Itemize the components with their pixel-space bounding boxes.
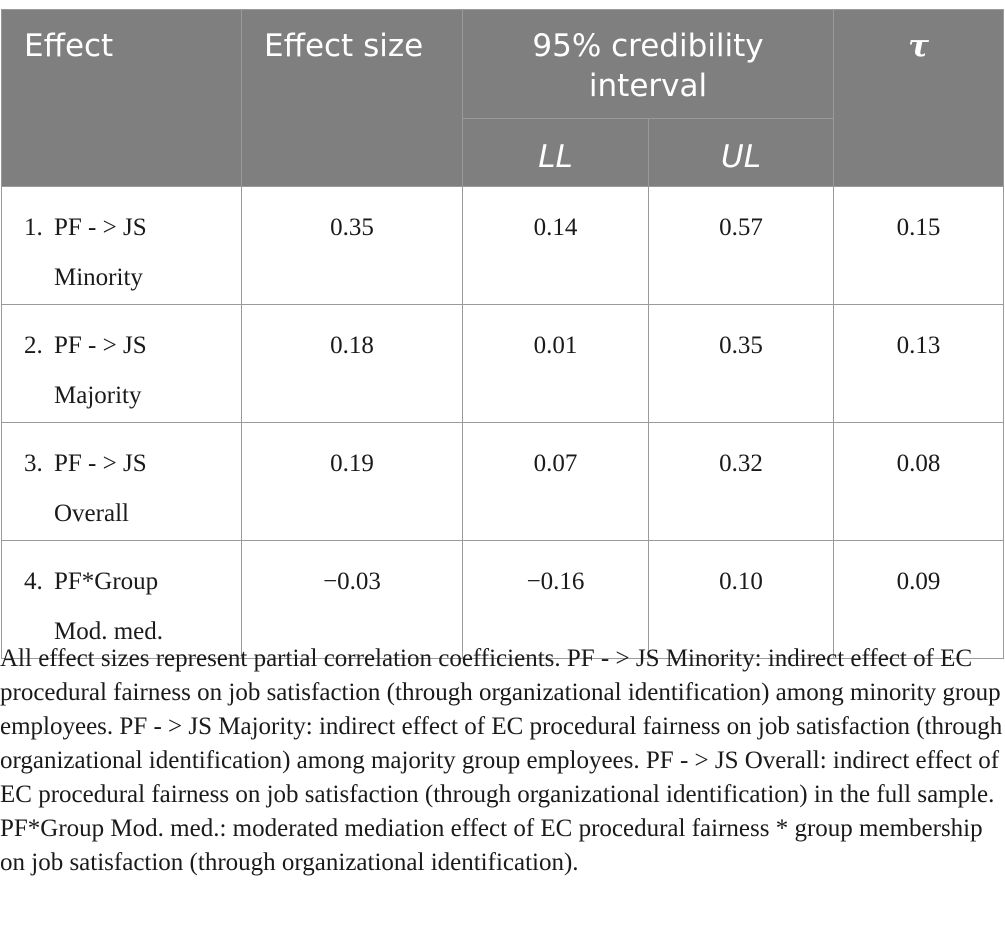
table-row: 2. PF - > JS Majority 0.18 0.01 0.35 0.13: [1, 304, 1005, 423]
header-ul: UL: [647, 118, 835, 187]
effect-label: PF*Group: [54, 568, 159, 595]
cell-ll: −0.16: [462, 540, 649, 659]
row-number: 2.: [24, 332, 43, 359]
cell-ul: 0.10: [647, 540, 835, 659]
cell-ll: 0.14: [462, 186, 649, 305]
cell-effect: 4. PF*Group Mod. med.: [1, 540, 242, 659]
cell-ul: 0.35: [647, 304, 835, 423]
table-row: 3. PF - > JS Overall 0.19 0.07 0.32 0.08: [1, 422, 1005, 541]
header-credibility-interval: 95% credibility interval: [461, 9, 835, 119]
cell-ll: 0.01: [462, 304, 649, 423]
effect-label: PF - > JS: [54, 214, 147, 241]
header-effect: Effect: [1, 9, 242, 187]
cell-ul: 0.32: [647, 422, 835, 541]
cell-ul: 0.57: [647, 186, 835, 305]
header-tau: τ: [833, 9, 1005, 187]
row-number: 1.: [24, 214, 43, 241]
effect-sublabel: Mod. med.: [54, 618, 164, 645]
effect-sublabel: Minority: [54, 264, 143, 291]
cell-effect: 3. PF - > JS Overall: [1, 422, 242, 541]
effect-label: PF - > JS: [54, 332, 147, 359]
header-effect-size: Effect size: [241, 9, 463, 187]
effect-sublabel: Overall: [54, 500, 129, 527]
cell-tau: 0.09: [833, 540, 1005, 659]
row-number: 4.: [24, 568, 43, 595]
cell-effect: 1. PF - > JS Minority: [1, 186, 242, 305]
cell-tau: 0.15: [833, 186, 1005, 305]
table-row: 4. PF*Group Mod. med. −0.03 −0.16 0.10 0.…: [1, 540, 1005, 659]
cell-tau: 0.08: [833, 422, 1005, 541]
cell-effect-size: 0.18: [241, 304, 463, 423]
row-number: 3.: [24, 450, 43, 477]
table-row: 1. PF - > JS Minority 0.35 0.14 0.57 0.15: [1, 186, 1005, 305]
effect-sublabel: Majority: [54, 382, 142, 409]
cell-effect-size: −0.03: [241, 540, 463, 659]
cell-effect-size: 0.19: [241, 422, 463, 541]
table-footnote: All effect sizes represent partial corre…: [0, 645, 1003, 876]
cell-effect: 2. PF - > JS Majority: [1, 304, 242, 423]
table-header: Effect Effect size 95% credibility inter…: [1, 9, 1005, 187]
cell-ll: 0.07: [462, 422, 649, 541]
results-table: Effect Effect size 95% credibility inter…: [1, 9, 1005, 659]
cell-effect-size: 0.35: [241, 186, 463, 305]
cell-tau: 0.13: [833, 304, 1005, 423]
table-body: 1. PF - > JS Minority 0.35 0.14 0.57 0.15…: [1, 186, 1005, 659]
effect-label: PF - > JS: [54, 450, 147, 477]
header-ll: LL: [462, 118, 649, 187]
